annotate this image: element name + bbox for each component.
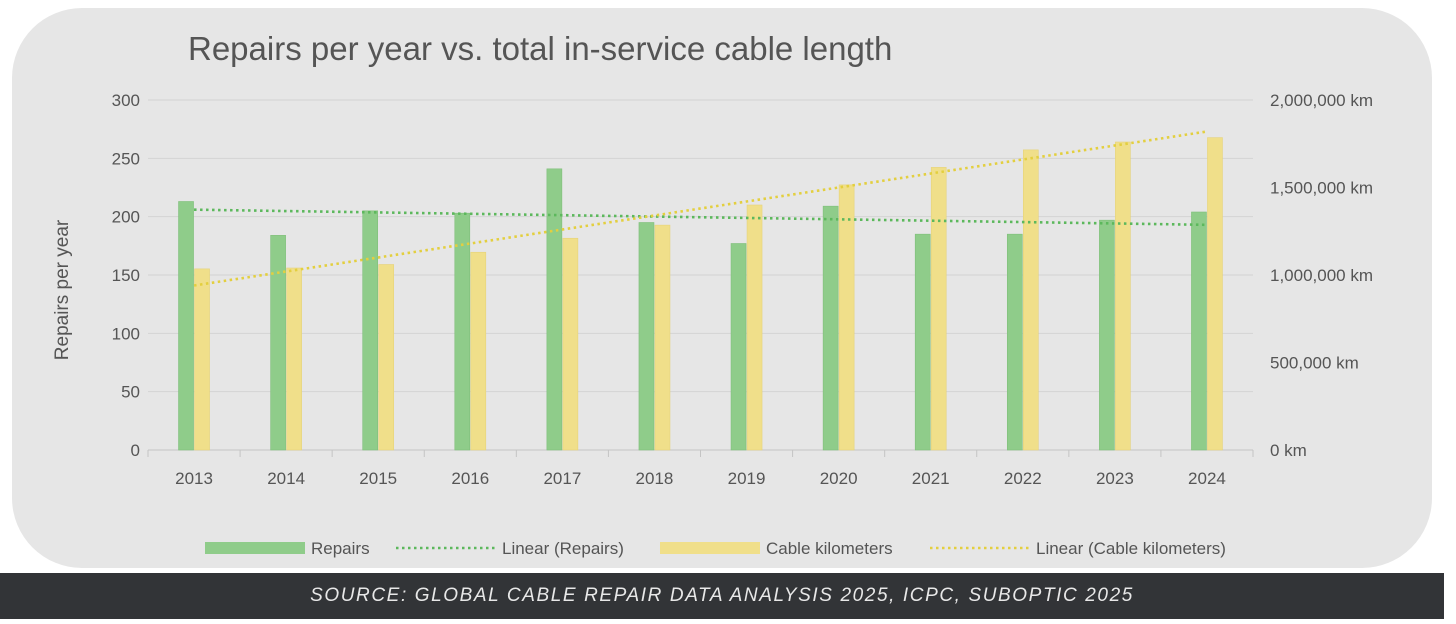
y-tick-label: 300 <box>112 91 140 110</box>
y-axis-label: Repairs per year <box>52 219 73 360</box>
x-tick-label: 2019 <box>728 469 766 488</box>
legend-repairs-label: Repairs <box>311 539 370 558</box>
repairs-trendline <box>194 208 1207 227</box>
cable-km-bar <box>562 237 579 451</box>
legend-cable-km-swatch <box>660 542 760 554</box>
legend-linear-repairs-label: Linear (Repairs) <box>502 539 624 558</box>
x-tick-label: 2018 <box>636 469 674 488</box>
cable-km-bar <box>1115 141 1131 451</box>
x-tick-label: 2013 <box>175 469 213 488</box>
grid-lines <box>147 99 1254 457</box>
y2-tick-label: 2,000,000 km <box>1270 91 1373 110</box>
cable-km-bar <box>378 264 395 451</box>
repairs-bar <box>454 212 471 451</box>
cable-km-bar <box>838 184 855 451</box>
cable-km-bar <box>194 268 210 451</box>
cable-km-trendline <box>193 130 1208 287</box>
y2-tick-label: 1,500,000 km <box>1270 179 1373 198</box>
repairs-bar <box>546 168 563 451</box>
x-tick-label: 2016 <box>451 469 489 488</box>
repairs-bar <box>1006 233 1023 451</box>
repairs-bar <box>914 233 931 451</box>
cable-km-bar <box>470 251 487 451</box>
trendlines <box>193 130 1208 287</box>
cable-km-bar <box>286 267 302 451</box>
y-tick-label: 0 <box>131 441 140 460</box>
source-bar: SOURCE: GLOBAL CABLE REPAIR DATA ANALYSI… <box>0 573 1444 619</box>
legend: Repairs Linear (Repairs) Cable kilometers L… <box>205 539 1226 558</box>
axis-labels: 0 50 100 150 200 250 300 0 km 500,000 km 1,000,00… <box>112 91 1373 488</box>
cable-km-bar <box>1207 137 1223 451</box>
bars <box>178 137 1223 451</box>
cable-km-bar <box>930 167 947 451</box>
source-text: SOURCE: GLOBAL CABLE REPAIR DATA ANALYSI… <box>310 585 1134 606</box>
repairs-bar <box>362 210 379 451</box>
cable-km-bar <box>746 204 763 451</box>
repairs-bar <box>178 201 194 451</box>
repairs-bar <box>730 243 747 451</box>
x-tick-label: 2020 <box>820 469 858 488</box>
x-tick-label: 2022 <box>1004 469 1042 488</box>
repairs-bar <box>270 235 286 451</box>
repairs-bar <box>1191 211 1207 451</box>
cable-km-bar <box>1022 149 1039 451</box>
y-tick-label: 50 <box>121 383 140 402</box>
x-tick-label: 2024 <box>1188 469 1226 488</box>
cable-km-bar <box>654 224 671 451</box>
y-tick-label: 250 <box>112 149 140 168</box>
x-tick-label: 2014 <box>267 469 305 488</box>
y2-tick-label: 1,000,000 km <box>1270 266 1373 285</box>
chart-title: Repairs per year vs. total in-service ca… <box>188 30 892 67</box>
y-tick-label: 150 <box>112 266 140 285</box>
x-tick-label: 2017 <box>543 469 581 488</box>
y-tick-label: 200 <box>112 208 140 227</box>
x-tick-label: 2021 <box>912 469 950 488</box>
legend-repairs-swatch <box>205 542 305 554</box>
y-tick-label: 100 <box>112 324 140 343</box>
chart-canvas: Repairs per year vs. total in-service ca… <box>52 30 1373 558</box>
legend-linear-cable-km-label: Linear (Cable kilometers) <box>1036 539 1226 558</box>
repairs-bar <box>1099 219 1115 451</box>
legend-cable-km-label: Cable kilometers <box>766 539 893 558</box>
repairs-bar <box>822 205 839 451</box>
x-tick-label: 2015 <box>359 469 397 488</box>
y2-tick-label: 500,000 km <box>1270 354 1359 373</box>
repairs-bar <box>638 222 655 451</box>
x-tick-label: 2023 <box>1096 469 1134 488</box>
y2-tick-label: 0 km <box>1270 441 1307 460</box>
